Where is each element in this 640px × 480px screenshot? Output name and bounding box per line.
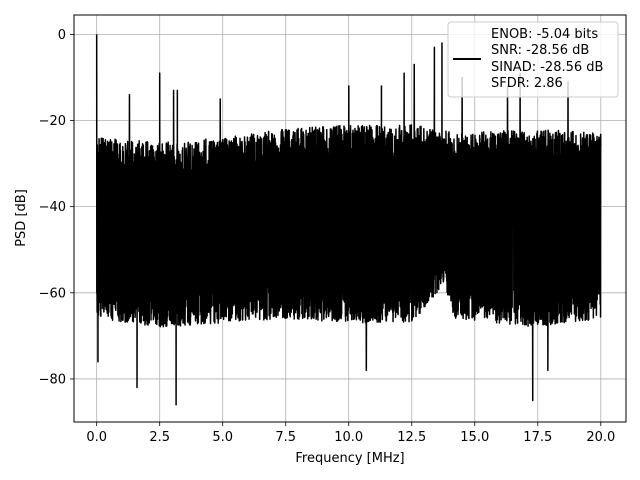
psd-series-line (95, 34, 602, 406)
y-tick-label: −80 (39, 372, 66, 387)
series-layer (95, 34, 602, 406)
y-tick-label: −40 (39, 200, 66, 215)
x-tick-label: 15.0 (460, 430, 489, 445)
tick-layer: 0.0 2.5 5.0 7.5 10.0 12.5 15.0 17.5 20.0 0 −20 −40 −… (39, 28, 616, 445)
axes-frame (73, 14, 627, 423)
x-tick-label: 7.5 (275, 430, 296, 445)
legend-enob: ENOB: -5.04 bits (491, 27, 598, 42)
legend-snr: SNR: -28.56 dB (491, 43, 589, 58)
x-tick-label: 0.0 (86, 430, 107, 445)
y-tick-label: −20 (39, 114, 66, 129)
x-tick-label: 12.5 (397, 430, 426, 445)
legend-box (447, 21, 619, 98)
x-axis-label: Frequency [MHz] (295, 451, 404, 466)
x-tick-label: 17.5 (523, 430, 552, 445)
legend-sfdr: SFDR: 2.86 (491, 76, 563, 91)
legend: ENOB: -5.04 bits SNR: -28.56 dB SINAD: -… (447, 21, 619, 98)
y-tick-label: −60 (39, 286, 66, 301)
y-axis-label: PSD [dB] (14, 189, 29, 247)
x-tick-label: 10.0 (334, 430, 363, 445)
x-tick-label: 2.5 (149, 430, 170, 445)
y-tick-label: 0 (58, 28, 66, 43)
x-tick-label: 5.0 (212, 430, 233, 445)
legend-sinad: SINAD: -28.56 dB (491, 60, 603, 75)
x-tick-label: 20.0 (586, 430, 615, 445)
